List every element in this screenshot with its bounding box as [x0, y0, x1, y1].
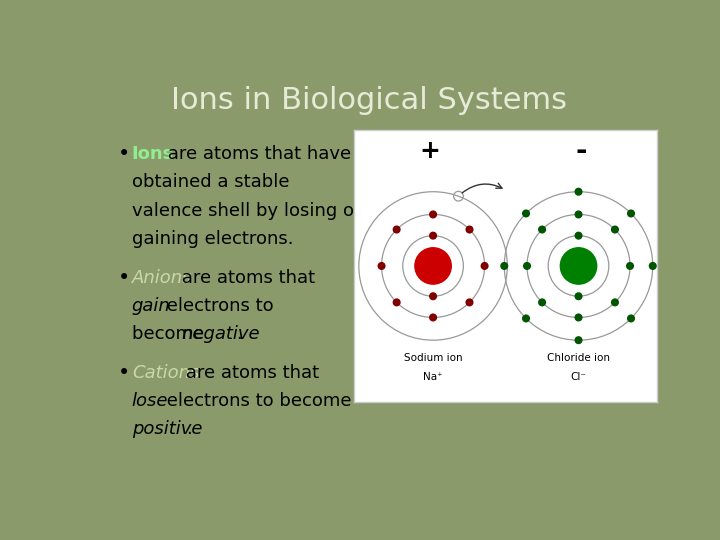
Text: .: .	[186, 421, 192, 438]
Text: Anions: Anions	[132, 269, 192, 287]
Text: are atoms that: are atoms that	[176, 269, 315, 287]
Text: •: •	[118, 144, 130, 164]
Text: Ions in Biological Systems: Ions in Biological Systems	[171, 86, 567, 114]
Text: Sodium ion: Sodium ion	[404, 353, 462, 363]
Circle shape	[393, 299, 400, 306]
Circle shape	[575, 337, 582, 343]
Text: become: become	[132, 325, 210, 343]
Circle shape	[393, 226, 400, 233]
Circle shape	[626, 262, 634, 269]
Circle shape	[466, 226, 473, 233]
Circle shape	[628, 315, 634, 322]
Circle shape	[523, 315, 529, 322]
Text: •: •	[118, 363, 130, 383]
Text: Ions: Ions	[132, 145, 174, 163]
Circle shape	[481, 262, 488, 269]
Text: Na⁺: Na⁺	[423, 372, 443, 382]
Circle shape	[466, 299, 473, 306]
Text: gaining electrons.: gaining electrons.	[132, 230, 293, 248]
Text: gain: gain	[132, 297, 171, 315]
Text: electrons to: electrons to	[161, 297, 274, 315]
Text: .: .	[235, 325, 241, 343]
Circle shape	[501, 262, 508, 269]
Text: valence shell by losing or: valence shell by losing or	[132, 202, 361, 220]
Circle shape	[378, 262, 385, 269]
Text: •: •	[118, 268, 130, 288]
Circle shape	[575, 232, 582, 239]
Circle shape	[649, 262, 656, 269]
Circle shape	[430, 314, 436, 321]
Text: Cl⁻: Cl⁻	[570, 372, 587, 382]
Circle shape	[430, 211, 436, 218]
Circle shape	[560, 248, 597, 284]
Text: are atoms that: are atoms that	[180, 364, 319, 382]
Circle shape	[539, 299, 546, 306]
Circle shape	[415, 248, 451, 284]
Text: +: +	[420, 139, 441, 163]
Text: obtained a stable: obtained a stable	[132, 173, 289, 192]
Text: Chloride ion: Chloride ion	[547, 353, 610, 363]
Circle shape	[611, 226, 618, 233]
FancyArrowPatch shape	[462, 183, 502, 193]
Text: -: -	[576, 137, 588, 165]
Text: positive: positive	[132, 421, 202, 438]
Circle shape	[575, 211, 582, 218]
Circle shape	[628, 210, 634, 217]
Text: Cations: Cations	[132, 364, 199, 382]
Circle shape	[523, 262, 531, 269]
Circle shape	[575, 188, 582, 195]
Circle shape	[430, 293, 436, 300]
Text: lose: lose	[132, 392, 168, 410]
Circle shape	[575, 293, 582, 300]
Text: negative: negative	[181, 325, 260, 343]
Circle shape	[430, 232, 436, 239]
Text: electrons to become: electrons to become	[161, 392, 351, 410]
Circle shape	[575, 314, 582, 321]
Text: are atoms that have: are atoms that have	[162, 145, 351, 163]
Circle shape	[539, 226, 546, 233]
Circle shape	[611, 299, 618, 306]
Circle shape	[523, 210, 529, 217]
